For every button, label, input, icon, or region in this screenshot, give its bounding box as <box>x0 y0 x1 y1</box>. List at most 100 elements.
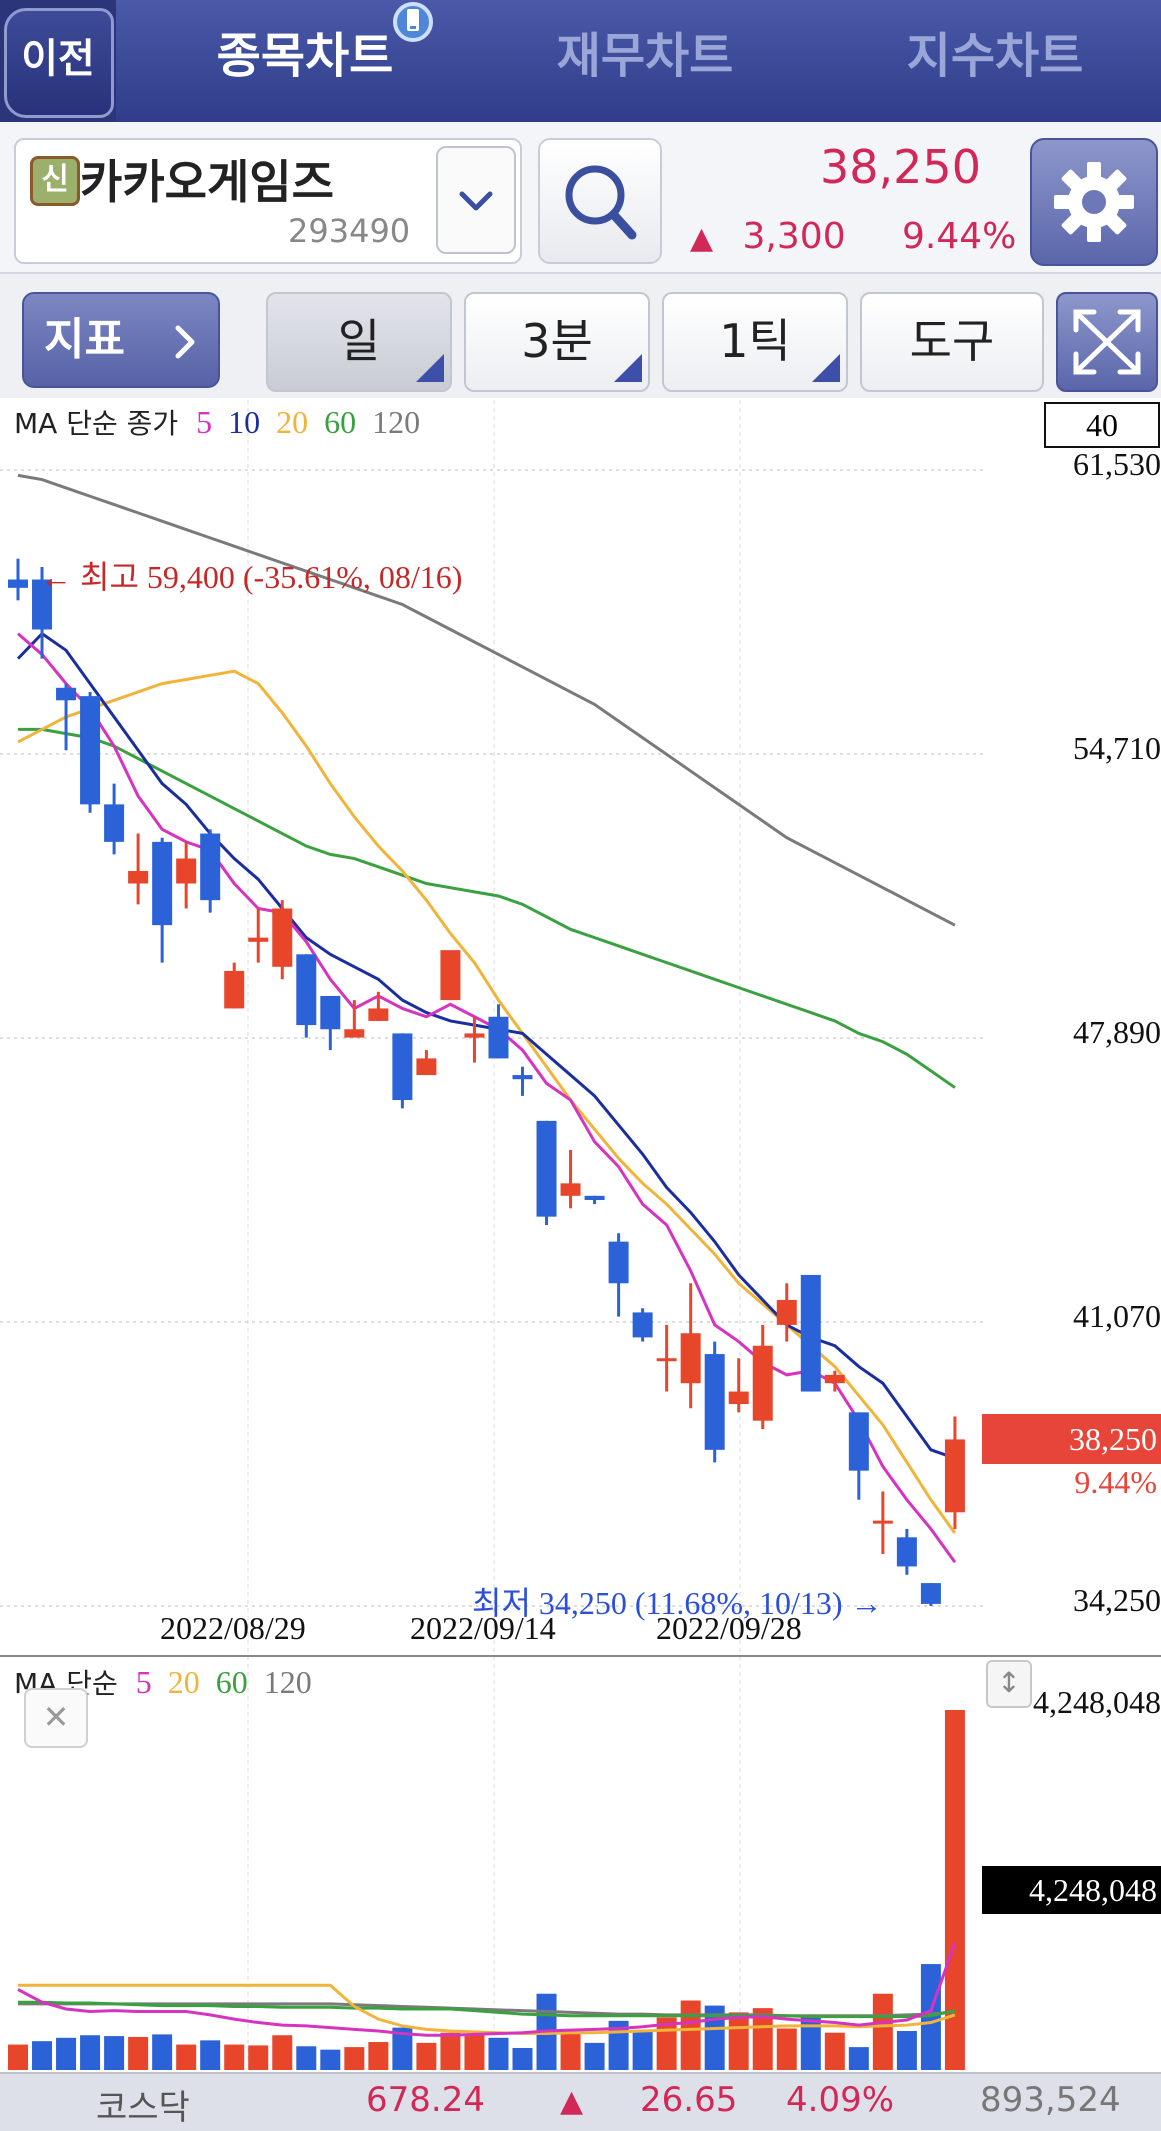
volume-bar <box>488 2037 509 2070</box>
legend-ma120: 120 <box>372 404 421 440</box>
chart-grid <box>0 400 1161 2070</box>
volume-bar <box>944 1710 965 2070</box>
period-daily-button[interactable]: 일 <box>266 292 452 392</box>
gear-icon <box>1054 162 1134 242</box>
search-icon <box>565 165 637 240</box>
candle-body <box>704 1354 725 1450</box>
mobile-sync-icon <box>393 2 433 42</box>
candle-body <box>800 1274 821 1392</box>
volume-ma60-line <box>18 2000 956 2019</box>
volume-bar <box>584 2042 605 2070</box>
volume-bar <box>272 2035 293 2070</box>
settings-button[interactable] <box>1030 138 1158 266</box>
legend-prefix: MA 단순 종가 <box>14 407 179 440</box>
candlestick-series <box>8 558 965 1606</box>
market-change-pct: 4.09% <box>786 2080 895 2120</box>
volume-bar <box>824 2032 845 2070</box>
volume-bar <box>848 2047 869 2070</box>
current-price: 38,250 <box>820 140 981 194</box>
x-label-1: 2022/08/29 <box>160 1610 306 1646</box>
candle-body <box>224 970 245 1009</box>
volume-bar <box>296 2046 317 2070</box>
candle-body <box>296 954 317 1026</box>
candle-body <box>872 1520 893 1524</box>
high-annotation-text: 최고 59,400 (-35.61%, 08/16) <box>80 559 463 595</box>
vol-top-label: 4,248,048 <box>1033 1684 1161 1720</box>
ma10-line <box>16 631 956 1460</box>
search-button[interactable] <box>538 138 662 264</box>
high-annotation: ← 최고 59,400 (-35.61%, 08/16) <box>40 552 462 598</box>
back-button-frame <box>4 8 114 118</box>
minute-button[interactable]: 3분 <box>464 292 650 392</box>
tab-stock-chart[interactable]: 종목차트 <box>216 28 394 84</box>
candle-body <box>512 1075 533 1080</box>
candle-body <box>632 1312 653 1338</box>
low-annotation: 최저 34,250 (11.68%, 10/13) → <box>472 1585 883 1621</box>
y-label-4: 41,070 <box>1073 1298 1161 1334</box>
y-label-3: 47,890 <box>1073 1014 1161 1050</box>
volume-bar <box>8 2044 28 2070</box>
volume-ma-lines <box>17 1942 957 2037</box>
vol-legend-ma20: 20 <box>167 1664 200 1700</box>
y-label-1: 61,530 <box>1073 446 1161 482</box>
indicator-button[interactable]: 지표 <box>22 292 220 388</box>
volume-bar <box>416 2042 437 2070</box>
dropdown-corner-icon <box>812 354 840 382</box>
candle-body <box>320 995 341 1030</box>
volume-bar <box>872 1993 893 2070</box>
volume-bar <box>728 2012 749 2070</box>
vol-legend-ma5: 5 <box>135 1664 152 1700</box>
candle-body <box>392 1033 413 1101</box>
resize-handle-icon[interactable]: ↕ <box>986 1660 1032 1708</box>
indicator-label: 지표 <box>44 314 125 365</box>
candle-body <box>656 1358 677 1362</box>
candle-body <box>848 1412 869 1471</box>
volume-bar <box>752 2008 773 2070</box>
price-legend: MA 단순 종가 5 10 20 60 120 <box>14 402 420 442</box>
volume-ma20-line <box>18 1983 956 2036</box>
volume-bar <box>200 2040 221 2070</box>
volume-bar <box>680 2000 701 2070</box>
minute-label: 3분 <box>521 314 593 368</box>
market-index: 678.24 <box>366 2080 485 2120</box>
back-button[interactable]: 이전 <box>0 0 116 122</box>
dropdown-corner-icon <box>416 354 444 382</box>
top-tab-bar <box>0 0 1161 122</box>
current-pct-marker: 9.44% <box>1074 1464 1157 1500</box>
volume-bar <box>392 2027 413 2070</box>
volume-bar <box>248 2045 269 2070</box>
market-index-bar <box>0 2072 1161 2131</box>
x-label-2: 2022/09/14 <box>410 1610 556 1646</box>
tools-button[interactable]: 도구 <box>860 292 1044 392</box>
candle-body <box>896 1537 917 1567</box>
tick-button[interactable]: 1틱 <box>662 292 848 392</box>
close-icon[interactable]: ✕ <box>24 1688 88 1748</box>
tick-label: 1틱 <box>719 314 791 368</box>
vol-legend-ma120: 120 <box>263 1664 312 1700</box>
fullscreen-button[interactable] <box>1056 292 1158 392</box>
candle-body <box>584 1195 605 1200</box>
candle-body <box>728 1391 749 1405</box>
stock-dropdown-button[interactable] <box>436 146 516 254</box>
change-amount: 3,300 <box>742 216 846 257</box>
stock-chart[interactable] <box>0 398 1161 2072</box>
candle-body <box>80 696 101 805</box>
market-name: 코스닥 <box>96 2088 190 2128</box>
legend-ma5: 5 <box>196 404 213 440</box>
expand-icon <box>1073 309 1141 375</box>
volume-bar <box>560 2031 581 2070</box>
candle-body <box>152 841 173 926</box>
candle-body <box>416 1058 437 1076</box>
candle-body <box>488 1016 509 1059</box>
tools-label: 도구 <box>909 314 995 368</box>
current-price-marker: 38,250 <box>982 1414 1161 1464</box>
chevron-right-icon <box>175 325 195 359</box>
candle-count-box[interactable]: 40 <box>1044 402 1160 448</box>
candle-body <box>248 937 269 942</box>
period-label: 일 <box>337 314 381 368</box>
candle-body <box>944 1439 965 1513</box>
tab-index-chart[interactable]: 지수차트 <box>906 28 1084 84</box>
candle-body <box>440 950 461 1001</box>
volume-bar <box>632 2031 653 2070</box>
tab-financial-chart[interactable]: 재무차트 <box>556 28 734 84</box>
